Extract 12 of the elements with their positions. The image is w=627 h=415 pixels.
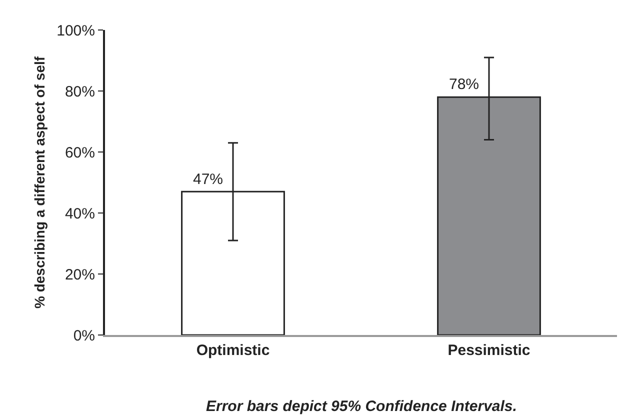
data-label: 47%	[193, 171, 224, 188]
data-label: 78%	[449, 76, 480, 93]
y-tick-label: 100%	[56, 22, 95, 40]
y-tick-label: 20%	[64, 266, 95, 284]
y-tick-label: 40%	[64, 205, 95, 222]
y-axis-title: % describing a different aspect of self	[32, 56, 48, 309]
x-tick-label: Pessimistic	[448, 342, 530, 359]
text: Error bars depict 95% Confidence Intervals.	[206, 398, 517, 415]
x-tick-label: Optimistic	[196, 342, 270, 359]
y-tick-label: 60%	[64, 144, 95, 162]
y-tick-label: 80%	[64, 83, 95, 100]
y-tick-label: 0%	[73, 327, 95, 344]
